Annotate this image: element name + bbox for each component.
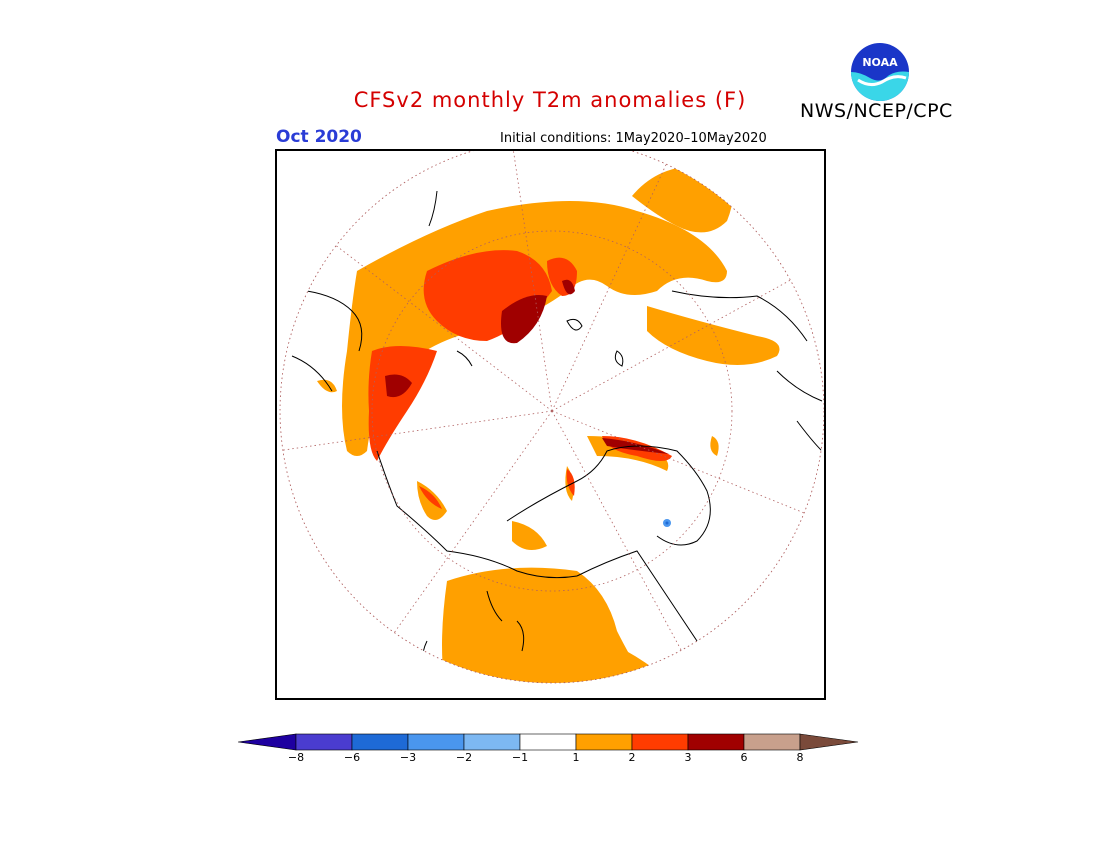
- legend-bin-6: [575, 733, 633, 751]
- legend-bin-1: [295, 733, 353, 751]
- anomaly-3to6-regions: [385, 279, 669, 454]
- legend-bin-7: [631, 733, 689, 751]
- legend-tick-5: 1: [572, 751, 580, 764]
- legend-bin-0: [238, 733, 297, 751]
- noaa-logo: NOAA: [849, 41, 911, 103]
- forecast-month: Oct 2020: [276, 127, 362, 147]
- legend-bin-10: [799, 733, 859, 751]
- initial-conditions: Initial conditions: 1May2020–10May2020: [500, 131, 767, 146]
- legend-tick-6: 2: [628, 751, 636, 764]
- legend-bin-9: [743, 733, 801, 751]
- legend-tick-4: −1: [511, 751, 529, 764]
- legend-tick-9: 8: [796, 751, 804, 764]
- legend-tick-3: −2: [455, 751, 473, 764]
- agency-label: NWS/NCEP/CPC: [800, 100, 953, 122]
- legend-bin-8: [687, 733, 745, 751]
- graticule: [280, 151, 824, 683]
- map-title: CFSv2 monthly T2m anomalies (F): [353, 88, 747, 112]
- polar-map: [275, 149, 826, 700]
- color-legend-bar: [238, 733, 859, 751]
- polar-map-svg: [279, 151, 824, 684]
- legend-tick-7: 3: [684, 751, 692, 764]
- legend-bin-3: [407, 733, 465, 751]
- legend-bin-5: [519, 733, 577, 751]
- legend-tick-8: 6: [740, 751, 748, 764]
- legend-tick-2: −3: [399, 751, 417, 764]
- legend-tick-0: −8: [287, 751, 305, 764]
- legend-bin-2: [351, 733, 409, 751]
- legend-bin-4: [463, 733, 521, 751]
- noaa-logo-text: NOAA: [862, 56, 898, 69]
- legend-tick-1: −6: [343, 751, 361, 764]
